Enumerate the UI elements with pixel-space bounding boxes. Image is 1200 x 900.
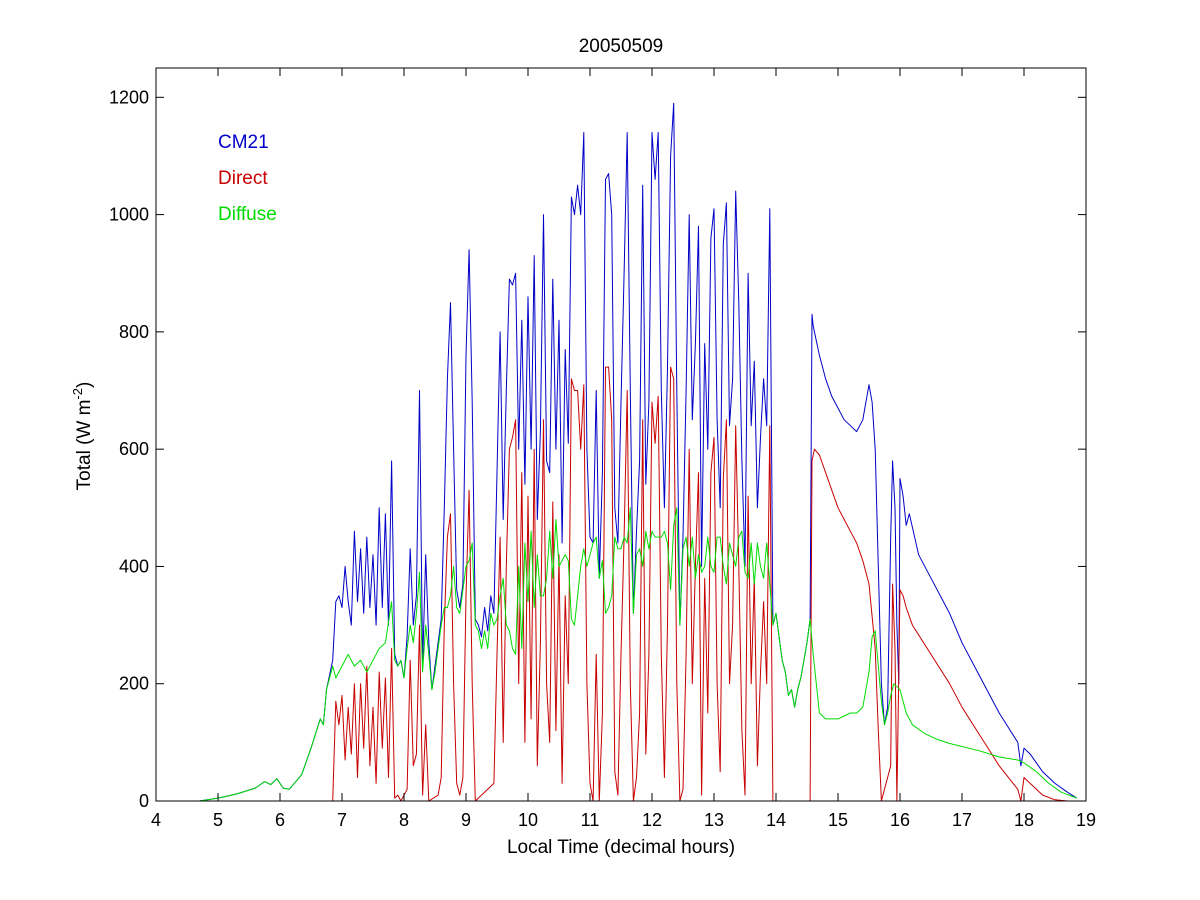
x-tick-label: 10 (518, 810, 538, 830)
plot-background (156, 68, 1086, 801)
x-tick-label: 5 (213, 810, 223, 830)
x-tick-label: 18 (1014, 810, 1034, 830)
y-tick-label: 400 (119, 556, 149, 576)
y-axis: 0 200 400 600 800 1000 1200 (109, 87, 1086, 811)
x-axis: 4 5 6 7 8 9 10 11 12 13 14 15 16 17 18 19 (151, 68, 1096, 830)
x-tick-label: 17 (952, 810, 972, 830)
y-axis-title-close: ) (74, 382, 95, 388)
x-tick-label: 15 (828, 810, 848, 830)
plot-area (199, 102, 1077, 802)
x-tick-label: 7 (337, 810, 347, 830)
x-tick-label: 19 (1076, 810, 1096, 830)
y-axis-title-main: Total (W m (74, 400, 95, 491)
y-tick-label: 1200 (109, 87, 149, 107)
x-tick-label: 14 (766, 810, 786, 830)
x-tick-label: 6 (275, 810, 285, 830)
x-tick-label: 4 (151, 810, 161, 830)
chart-title: 20050509 (579, 36, 664, 57)
series-line-direct (199, 366, 1068, 802)
y-axis-title-superscript: -2 (70, 388, 85, 400)
x-tick-label: 11 (581, 810, 600, 830)
y-tick-label: 200 (119, 674, 149, 694)
legend-entry-direct: Direct (218, 168, 268, 189)
series-line-diffuse (199, 507, 1077, 802)
legend: CM21 Direct Diffuse (218, 132, 277, 225)
series-line-cm21 (199, 102, 1077, 802)
x-tick-label: 16 (890, 810, 910, 830)
legend-entry-diffuse: Diffuse (218, 204, 277, 225)
y-tick-label: 0 (139, 791, 149, 811)
y-tick-label: 1000 (109, 205, 149, 225)
y-tick-label: 600 (119, 439, 149, 459)
legend-entry-cm21: CM21 (218, 132, 269, 153)
x-tick-label: 8 (399, 810, 409, 830)
x-tick-label: 9 (461, 810, 471, 830)
y-axis-title: Total (W m-2) (70, 382, 95, 491)
x-tick-label: 13 (704, 810, 724, 830)
plot-frame (155, 67, 1087, 802)
x-tick-label: 12 (642, 810, 662, 830)
x-axis-title: Local Time (decimal hours) (507, 837, 735, 858)
y-tick-label: 800 (119, 322, 149, 342)
